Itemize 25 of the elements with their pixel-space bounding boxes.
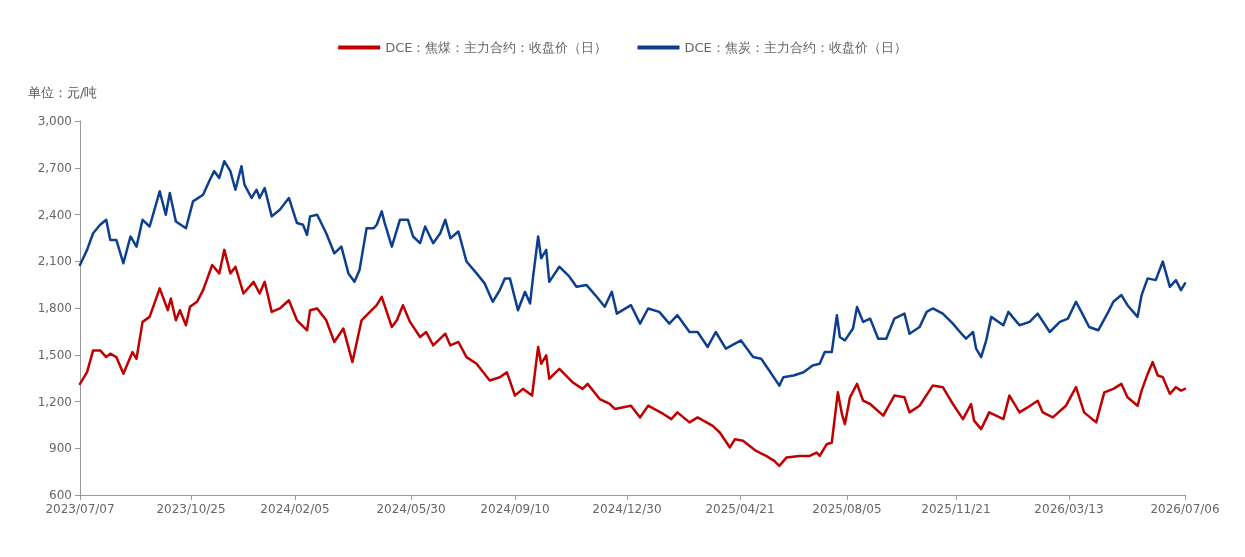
y-tick-label: 900: [49, 441, 72, 456]
x-tick-label: 2026/07/06: [1150, 502, 1220, 516]
x-tick-label: 2025/08/05: [812, 502, 882, 516]
y-tick-label: 2,400: [37, 207, 72, 222]
x-tick-label: 2024/09/10: [480, 502, 550, 516]
x-tick-label: 2026/03/13: [1034, 502, 1104, 516]
x-tick-label: 2025/11/21: [921, 502, 991, 516]
x-tick-label: 2025/04/21: [705, 502, 775, 516]
x-tick-label: 2023/07/07: [45, 502, 115, 516]
y-tick-label: 1,800: [37, 301, 72, 315]
y-tick-label: 2,100: [37, 254, 72, 269]
x-tick-label: 2024/12/30: [592, 502, 662, 516]
y-tick-label: 3,000: [37, 114, 72, 128]
y-tick-label: 1,500: [37, 347, 72, 362]
x-tick-label: 2023/10/25: [156, 502, 226, 516]
legend-label: DCE：焦煤：主力合约：收盘价（日）: [385, 40, 608, 55]
y-tick-label: 600: [49, 488, 72, 502]
line-series: [78, 159, 1187, 387]
x-tick-label: 2024/02/05: [260, 502, 330, 516]
legend-label: DCE：焦炭：主力合约：收盘价（日）: [684, 40, 907, 55]
line-series: [78, 248, 1187, 468]
y-tick-label: 2,700: [37, 160, 72, 175]
y-axis-title: 单位：元/吨: [28, 85, 98, 100]
y-tick-label: 1,200: [37, 394, 72, 409]
x-tick-label: 2024/05/30: [376, 502, 446, 516]
